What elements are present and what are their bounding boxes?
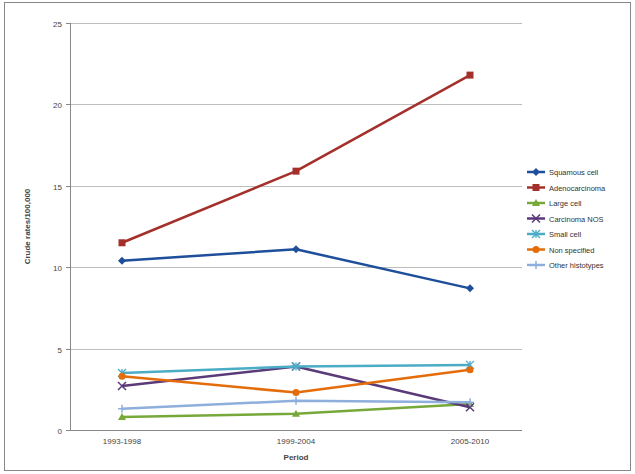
legend-marker <box>532 215 540 223</box>
marker <box>119 239 126 246</box>
y-tick <box>66 349 70 350</box>
chart: 0 5 10 15 20 25 1993-1998 1999-2004 2005-2010 Per… <box>0 0 635 474</box>
grid-line <box>70 23 522 24</box>
marker <box>293 389 300 396</box>
marker <box>292 363 300 371</box>
series-line <box>122 75 470 243</box>
x-axis-label: Period <box>284 453 309 462</box>
y-tick <box>66 267 70 268</box>
legend-label: Non specified <box>549 246 594 255</box>
y-tick <box>66 430 70 431</box>
plot-area <box>118 72 474 420</box>
marker <box>118 405 126 413</box>
y-tick <box>66 104 70 105</box>
legend-marker <box>532 199 540 206</box>
x-tick-label: 1999-2004 <box>277 437 316 446</box>
legend-marker <box>533 184 540 191</box>
marker <box>292 410 300 417</box>
y-tick-label: 25 <box>53 20 62 29</box>
legend-marker <box>532 230 540 238</box>
marker <box>118 382 126 390</box>
marker <box>467 366 474 373</box>
marker <box>466 284 474 292</box>
legend-label: Large cell <box>549 199 582 208</box>
grid-line <box>70 186 522 187</box>
y-axis-label: Crude rates/100,000 <box>23 188 32 264</box>
marker <box>292 397 300 405</box>
legend-marker <box>533 246 540 253</box>
legend-label: Other histotypes <box>549 261 604 270</box>
grid-line <box>70 430 522 431</box>
y-axis <box>70 23 71 430</box>
y-tick-label: 5 <box>58 346 63 355</box>
x-tick-label: 2005-2010 <box>451 437 490 446</box>
x-tick-label: 1993-1998 <box>103 437 142 446</box>
legend-label: Squamous cell <box>549 168 599 177</box>
marker <box>119 373 126 380</box>
marker <box>466 398 474 406</box>
y-tick-label: 15 <box>53 183 62 192</box>
marker <box>467 72 474 79</box>
y-tick-label: 10 <box>53 264 62 273</box>
grid-line <box>70 104 522 105</box>
legend-label: Adenocarcinoma <box>549 184 606 193</box>
grid-line <box>70 349 522 350</box>
legend-marker <box>532 168 540 176</box>
legend-marker <box>532 261 540 269</box>
x-axis <box>70 430 522 431</box>
legend-label: Small cell <box>549 230 581 239</box>
marker <box>292 245 300 253</box>
y-tick-label: 20 <box>53 101 62 110</box>
chart-frame <box>5 3 631 471</box>
series-line <box>122 249 470 288</box>
marker <box>118 257 126 265</box>
marker <box>118 413 126 420</box>
grid-line <box>70 267 522 268</box>
y-tick-label: 0 <box>58 427 63 436</box>
marker <box>293 168 300 175</box>
y-tick <box>66 186 70 187</box>
legend: Squamous cell Adenocarcinoma Large cell Car… <box>527 168 606 270</box>
y-tick <box>66 23 70 24</box>
legend-label: Carcinoma NOS <box>549 215 604 224</box>
